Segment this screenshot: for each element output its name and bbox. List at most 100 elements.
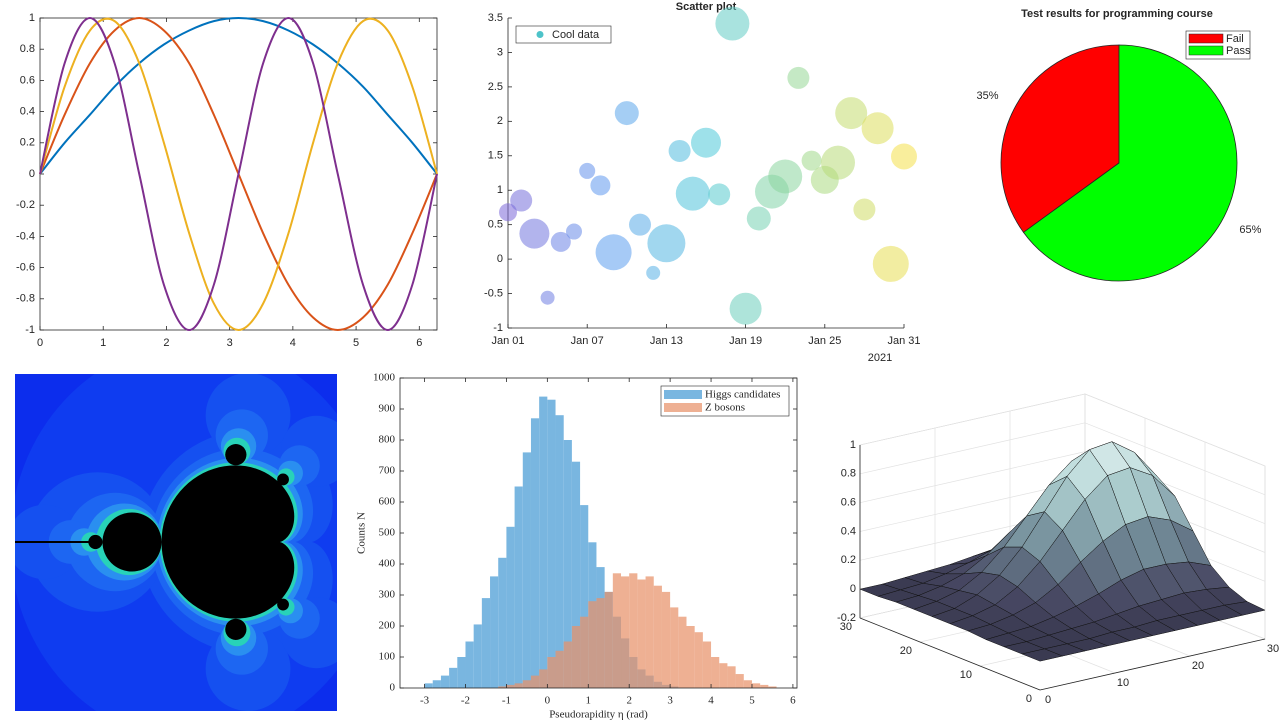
x-tick-label: -3 (420, 695, 430, 707)
x-axis-line (1039, 638, 1266, 691)
z-tick-label: -0.2 (837, 612, 856, 624)
scatter-point (510, 189, 533, 212)
line-series (39, 16, 438, 332)
pie-label: 65% (1239, 224, 1261, 236)
axes: 0 1 2 3 4 5 6 -1 -0.8 -0.6 -0.4 -0.2 0 0.2 0.4 0.6 0.8 1 (16, 12, 438, 349)
histogram-bar (727, 666, 736, 688)
x-tick-label: Jan 07 (571, 335, 604, 347)
histogram-bar (751, 683, 761, 688)
legend-swatch (664, 403, 702, 412)
histogram-bar (522, 452, 531, 688)
y-tick-label: -0.5 (484, 287, 503, 299)
set-body (88, 534, 103, 550)
y-tick-label: 0 (1026, 693, 1032, 705)
scatter-point (821, 145, 855, 180)
x-tick-label: 10 (1117, 677, 1129, 689)
scatter-point (729, 292, 762, 325)
x-tick-label: 0 (37, 337, 43, 349)
scatter-point (801, 150, 822, 171)
x-tick-label: 0 (545, 695, 551, 707)
scatter-point (768, 159, 803, 194)
histogram-bar (580, 505, 589, 688)
x-tick-label: 2 (626, 695, 632, 707)
x-tick-label: 6 (416, 337, 422, 349)
scatter-point (708, 183, 731, 206)
histogram-bar (571, 626, 581, 688)
y-tick-label: 400 (379, 558, 396, 570)
set-body (102, 512, 162, 572)
mandelbrot-image (15, 374, 337, 711)
x-tick-label: 30 (1267, 643, 1279, 655)
histogram-bar (596, 598, 605, 688)
scatter-point (835, 97, 868, 130)
x-tick-label: Jan 31 (887, 335, 920, 347)
histogram-bar (670, 607, 679, 688)
scatter-point (787, 66, 810, 89)
x-tick-label: 6 (790, 695, 796, 707)
legend-swatch (664, 390, 702, 399)
scatter-point (872, 245, 909, 282)
histogram-bar (661, 591, 671, 688)
scatter-point (715, 6, 750, 41)
scatter-point (691, 127, 721, 158)
y-tick-label: 0.8 (20, 43, 35, 55)
histogram-bar (539, 396, 548, 688)
y-tick-label: 3.5 (488, 12, 503, 24)
histogram-bar (514, 486, 523, 688)
histogram-bar (506, 684, 515, 688)
scatter-point (646, 265, 661, 280)
scatter-point (579, 162, 596, 179)
y-tick-label: 0.4 (20, 106, 35, 118)
y-tick-label: -0.2 (16, 199, 35, 211)
set-body (161, 465, 295, 619)
legend-label: Fail (1226, 33, 1244, 45)
x-tick-label: 0 (1045, 694, 1051, 706)
histogram-bar (768, 686, 777, 688)
x-tick-label: Jan 25 (808, 335, 841, 347)
y-tick-label: 30 (840, 621, 852, 633)
histogram-bar (481, 598, 491, 688)
x-tick-label: 4 (290, 337, 296, 349)
scatter-point (566, 223, 582, 240)
y-tick-label: 2.5 (488, 81, 503, 93)
z-tick-label: 0 (850, 583, 856, 595)
pie-slice (1000, 44, 1120, 233)
y-tick-label: 0 (497, 253, 503, 265)
histogram-bar (547, 657, 556, 688)
y-tick-label: 1 (29, 12, 35, 24)
histogram-bar (563, 440, 572, 688)
histogram-bar (522, 680, 531, 688)
z-tick-label: 0.2 (841, 554, 856, 566)
histogram-bar (637, 579, 646, 688)
x-tick-label: -1 (502, 695, 511, 707)
scatter-point (853, 198, 876, 221)
y-tick-label: 1.5 (488, 150, 503, 162)
set-body (225, 444, 247, 466)
histogram-bar (563, 641, 572, 688)
legend-label: Cool data (552, 29, 600, 41)
y-tick-label: 0 (29, 168, 35, 180)
histogram-bar (621, 576, 630, 688)
scatter-point (519, 218, 550, 249)
z-tick-label: 0.6 (841, 497, 856, 509)
y-axis-line (859, 617, 1041, 691)
histogram-bar (580, 616, 589, 688)
set-body (277, 598, 289, 611)
z-tick-label: 0.4 (841, 525, 856, 537)
grid-line (859, 451, 1266, 524)
histogram-bar (498, 686, 507, 688)
y-tick-label: 1000 (373, 372, 396, 384)
x-tick-label: 1 (586, 695, 592, 707)
axes: Jan 01 Jan 07 Jan 13 Jan 19 Jan 25 Jan 31 -1 -0… (484, 12, 920, 347)
y-axis-label: Counts N (356, 512, 368, 554)
y-tick-label: 0.2 (20, 137, 35, 149)
histogram-bar (711, 657, 720, 688)
x-tick-label: -2 (461, 695, 470, 707)
legend-label: Z bosons (705, 402, 745, 414)
x-tick-label: 3 (227, 337, 233, 349)
x-axis-label: Pseudorapidity η (rad) (549, 709, 648, 720)
y-tick-label: 700 (379, 465, 396, 477)
y-tick-label: -0.8 (16, 293, 35, 305)
scatter-point (614, 101, 639, 126)
